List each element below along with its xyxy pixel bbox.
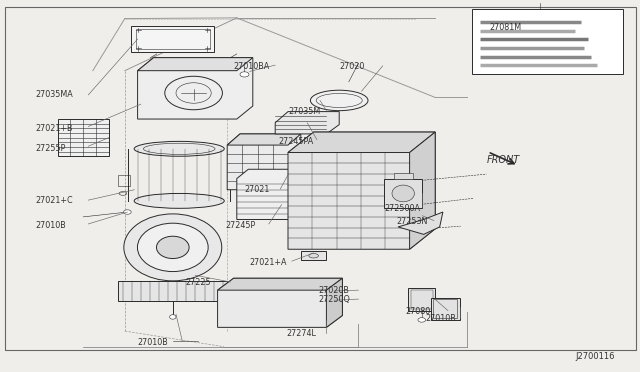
Polygon shape (218, 278, 342, 290)
Text: 27010BA: 27010BA (234, 62, 270, 71)
Bar (433, 299, 457, 318)
Bar (394, 173, 413, 179)
Text: 27021+C: 27021+C (35, 196, 73, 205)
Text: 27255P: 27255P (35, 144, 65, 153)
Text: 27080: 27080 (406, 307, 431, 316)
Bar (472, 9, 623, 74)
Polygon shape (275, 112, 339, 134)
Ellipse shape (157, 236, 189, 259)
Polygon shape (326, 278, 342, 327)
Text: FRONT: FRONT (486, 155, 520, 165)
Polygon shape (288, 132, 435, 153)
Bar (431, 298, 460, 320)
Text: 27035M: 27035M (288, 107, 320, 116)
Bar (136, 29, 210, 49)
Polygon shape (131, 26, 214, 52)
Text: 27245PA: 27245PA (278, 137, 314, 146)
Text: 27253N: 27253N (397, 217, 428, 226)
Text: 27010B: 27010B (35, 221, 66, 230)
Polygon shape (227, 134, 301, 145)
Ellipse shape (124, 214, 222, 281)
Text: 27081M: 27081M (490, 23, 522, 32)
Polygon shape (227, 134, 301, 190)
Polygon shape (410, 132, 435, 249)
Polygon shape (288, 132, 435, 249)
Text: 27010B: 27010B (138, 338, 168, 347)
Bar (314, 296, 334, 304)
Ellipse shape (308, 254, 319, 258)
Ellipse shape (134, 141, 224, 156)
Text: 27021+A: 27021+A (250, 258, 287, 267)
Ellipse shape (418, 318, 426, 322)
Bar (314, 285, 334, 295)
Ellipse shape (310, 90, 368, 111)
Text: 27020B: 27020B (319, 286, 349, 295)
Ellipse shape (392, 185, 415, 202)
Bar (384, 179, 422, 208)
Text: 27274L: 27274L (287, 329, 317, 338)
Bar (316, 287, 332, 294)
Ellipse shape (134, 193, 224, 208)
Polygon shape (237, 169, 306, 219)
Bar (411, 290, 433, 309)
Text: 27225: 27225 (186, 278, 211, 287)
Text: 27245P: 27245P (225, 221, 255, 230)
Text: 27250Q: 27250Q (319, 295, 351, 304)
Text: 27035MA: 27035MA (35, 90, 73, 99)
Text: 27021+B: 27021+B (35, 124, 73, 133)
Bar (408, 288, 435, 311)
Ellipse shape (124, 210, 131, 214)
Text: 27021: 27021 (244, 185, 270, 194)
Polygon shape (218, 278, 342, 327)
Ellipse shape (240, 72, 249, 77)
Text: 272500A: 272500A (384, 204, 420, 213)
Text: 27010B: 27010B (426, 314, 456, 323)
Ellipse shape (170, 315, 176, 319)
Text: 27020: 27020 (339, 62, 365, 71)
Bar (301, 251, 326, 260)
Bar (118, 175, 130, 186)
Ellipse shape (138, 223, 208, 272)
Bar (58, 119, 109, 156)
Polygon shape (138, 58, 253, 119)
Polygon shape (398, 212, 443, 234)
Text: J2700116: J2700116 (575, 352, 614, 361)
Polygon shape (138, 58, 253, 71)
Bar (118, 281, 227, 301)
